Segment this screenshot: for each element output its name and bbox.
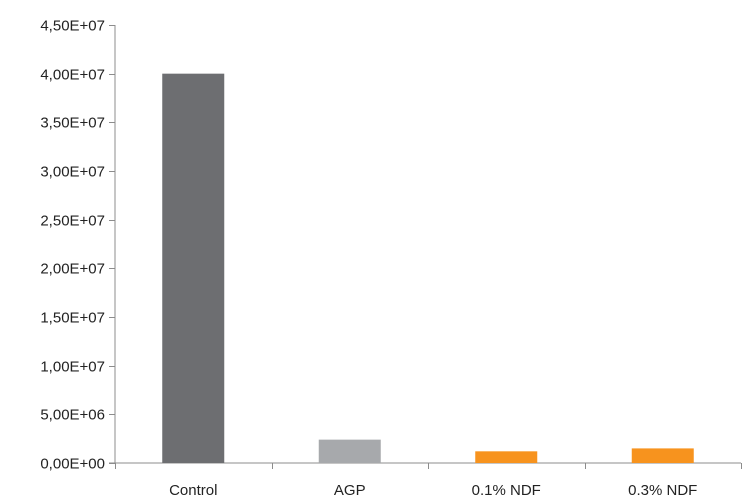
x-category-label-3: 0.3% NDF bbox=[628, 482, 697, 499]
y-tick-label-8: 4,00E+07 bbox=[40, 67, 105, 84]
bar-control bbox=[162, 73, 225, 464]
bar-0-1-ndf bbox=[475, 451, 538, 463]
bar-0-3-ndf bbox=[631, 448, 694, 463]
y-tick-labels: 0,00E+00 5,00E+06 1,00E+07 1,50E+07 2,00E+07… bbox=[40, 18, 105, 473]
y-tick-label-0: 0,00E+00 bbox=[40, 456, 105, 473]
x-category-label-0: Control bbox=[169, 482, 217, 499]
y-tick-label-4: 2,00E+07 bbox=[40, 261, 105, 278]
x-category-labels: Control AGP 0.1% NDF 0.3% NDF bbox=[169, 482, 697, 499]
y-tick-label-7: 3,50E+07 bbox=[40, 115, 105, 132]
x-category-label-2: 0.1% NDF bbox=[472, 482, 541, 499]
y-tick-label-2: 1,00E+07 bbox=[40, 359, 105, 376]
x-category-label-1: AGP bbox=[334, 482, 366, 499]
y-tick-label-5: 2,50E+07 bbox=[40, 213, 105, 230]
y-tick-label-3: 1,50E+07 bbox=[40, 310, 105, 327]
y-tick-label-1: 5,00E+06 bbox=[40, 407, 105, 424]
y-tick-label-6: 3,00E+07 bbox=[40, 164, 105, 181]
y-tick-label-9: 4,50E+07 bbox=[40, 18, 105, 35]
bars bbox=[162, 73, 694, 464]
bar-agp bbox=[318, 439, 381, 463]
